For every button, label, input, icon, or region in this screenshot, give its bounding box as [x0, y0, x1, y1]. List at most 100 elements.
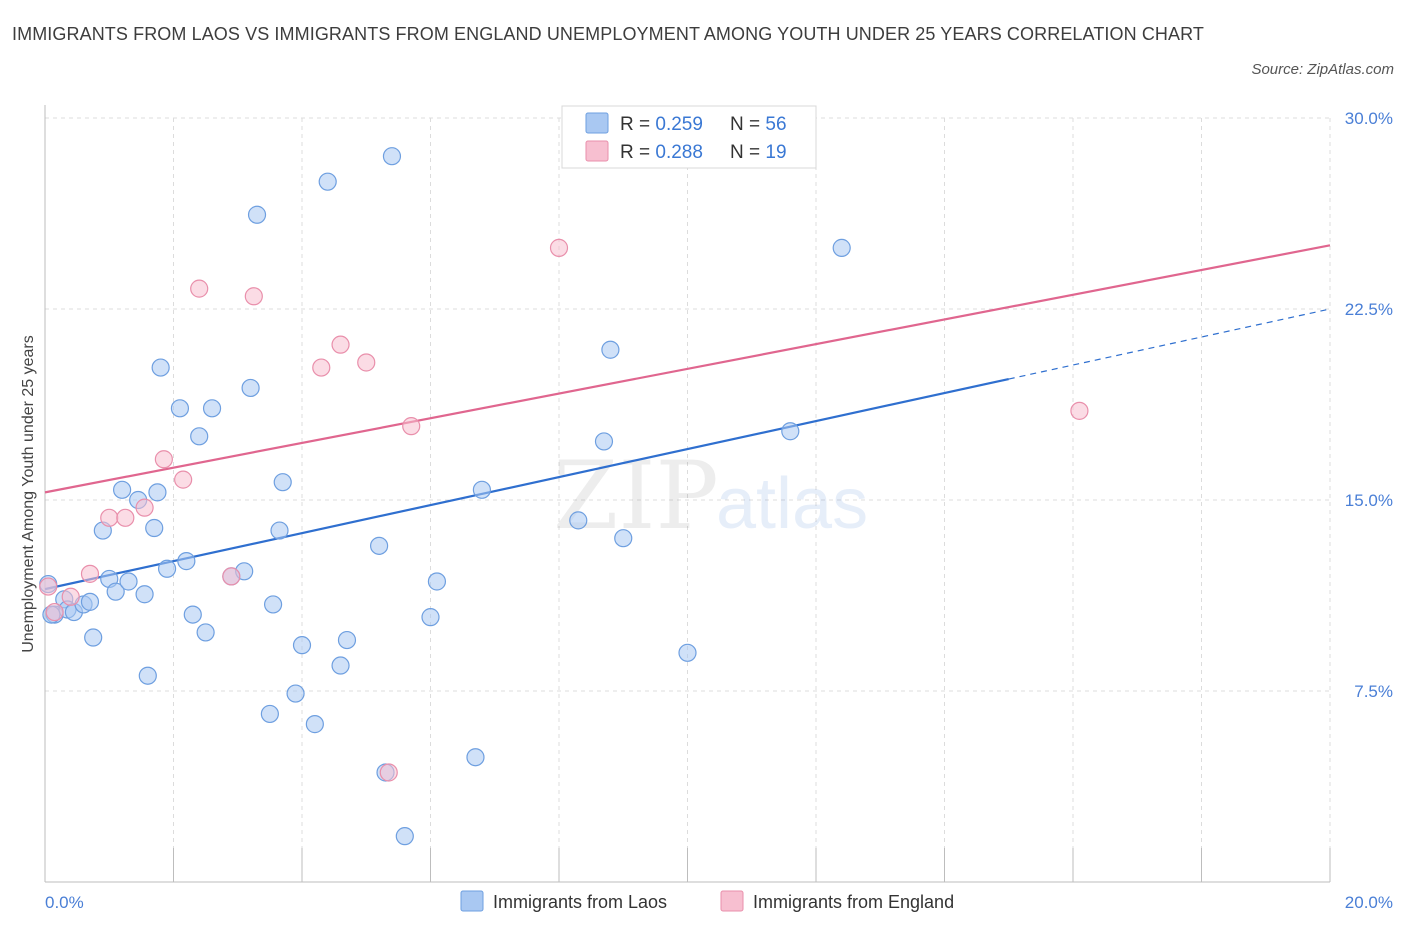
bottom-legend-label-england: Immigrants from England	[753, 892, 954, 912]
data-points	[39, 147, 1089, 846]
bottom-legend: Immigrants from Laos Immigrants from Eng…	[460, 890, 954, 912]
y-tick-label: 22.5%	[1345, 300, 1393, 319]
data-point-laos	[273, 473, 292, 492]
data-point-laos	[119, 572, 138, 591]
tick-labels: 7.5% 15.0% 22.5% 30.0% 0.0% 20.0%	[45, 109, 1393, 912]
data-point-laos	[370, 536, 389, 555]
chart-source: Source: ZipAtlas.com	[1251, 61, 1394, 78]
data-point-laos	[427, 572, 447, 591]
data-point-laos	[80, 592, 100, 611]
data-point-laos	[263, 595, 283, 614]
legend: R = 0.259 N = 56 R = 0.288 N = 19	[561, 105, 817, 169]
data-point-england	[190, 279, 209, 298]
data-point-laos	[594, 432, 614, 451]
data-point-england	[357, 353, 376, 372]
watermark-atlas: atlas	[716, 464, 868, 544]
data-point-england	[244, 287, 263, 306]
data-point-england	[61, 587, 80, 606]
legend-n-label: N =	[730, 142, 765, 163]
legend-n-label: N =	[730, 114, 765, 135]
data-point-laos	[112, 480, 132, 499]
data-point-laos	[286, 684, 305, 703]
svg-text:R = 0.259: R = 0.259	[620, 114, 703, 135]
data-point-laos	[202, 399, 222, 418]
data-point-laos	[781, 422, 800, 441]
data-point-laos	[270, 521, 289, 540]
data-point-laos	[260, 704, 279, 724]
data-point-laos	[135, 585, 154, 604]
data-point-laos	[318, 172, 337, 191]
data-point-laos	[472, 480, 491, 499]
svg-text:N = 56: N = 56	[730, 114, 787, 135]
data-point-laos	[466, 748, 485, 767]
data-point-england	[100, 508, 119, 527]
data-point-laos	[292, 636, 312, 655]
data-point-laos	[190, 427, 209, 446]
data-point-england	[80, 564, 100, 583]
data-point-england	[135, 498, 154, 517]
data-point-england	[331, 335, 350, 354]
data-point-laos	[382, 147, 402, 166]
data-point-england	[312, 358, 331, 377]
data-point-england	[379, 763, 398, 782]
data-point-laos	[832, 238, 851, 257]
trend-lines	[44, 244, 1331, 591]
data-point-england	[402, 417, 421, 436]
data-point-laos	[151, 358, 170, 377]
data-point-laos	[305, 715, 324, 734]
svg-text:R = 0.288: R = 0.288	[620, 142, 703, 163]
watermark: ZIP atlas	[553, 442, 868, 551]
data-point-england	[116, 508, 135, 527]
data-point-laos	[241, 378, 260, 398]
trend-line-england	[44, 244, 1331, 494]
y-tick-label: 7.5%	[1354, 682, 1393, 701]
data-point-laos	[183, 605, 202, 624]
data-point-laos	[196, 623, 215, 642]
bottom-legend-swatch-england	[720, 890, 744, 912]
data-point-england	[39, 577, 58, 596]
data-point-laos	[170, 399, 190, 418]
bottom-legend-swatch-laos	[460, 890, 484, 912]
data-point-laos	[145, 518, 164, 538]
legend-row-england: R = 0.288 N = 19	[585, 140, 787, 163]
x-tick-label: 20.0%	[1345, 893, 1393, 912]
data-point-laos	[395, 827, 414, 846]
trend-line-laos	[44, 377, 1009, 591]
data-point-laos	[569, 511, 588, 530]
data-point-england	[154, 450, 173, 469]
legend-swatch-laos	[585, 112, 609, 134]
x-tick-label: 0.0%	[45, 893, 84, 912]
data-point-england	[1070, 401, 1089, 420]
legend-n-value: 19	[765, 142, 786, 163]
data-point-laos	[177, 552, 196, 571]
data-point-england	[222, 567, 241, 586]
data-point-laos	[601, 340, 620, 359]
data-point-laos	[421, 608, 440, 627]
data-point-laos	[678, 643, 697, 662]
legend-n-value: 56	[765, 114, 786, 135]
legend-r-label: R =	[620, 142, 655, 163]
data-point-laos	[138, 666, 157, 685]
legend-r-value: 0.259	[655, 114, 703, 135]
data-point-england	[549, 238, 569, 257]
data-point-laos	[247, 205, 267, 224]
y-tick-label: 15.0%	[1345, 491, 1393, 510]
bottom-legend-label-laos: Immigrants from Laos	[493, 892, 667, 912]
data-point-england	[45, 602, 64, 622]
data-point-laos	[337, 630, 357, 650]
data-point-laos	[148, 483, 167, 502]
data-point-laos	[157, 559, 177, 578]
data-point-england	[174, 470, 193, 489]
data-point-laos	[331, 656, 350, 675]
watermark-zip: ZIP	[553, 442, 719, 551]
legend-swatch-england	[585, 140, 609, 162]
data-point-laos	[106, 582, 125, 601]
axes	[44, 105, 1331, 883]
legend-row-laos: R = 0.259 N = 56	[585, 112, 787, 135]
data-point-laos	[84, 628, 103, 647]
legend-r-label: R =	[620, 114, 655, 135]
data-point-laos	[614, 529, 633, 548]
chart-title: IMMIGRANTS FROM LAOS VS IMMIGRANTS FROM …	[12, 24, 1204, 44]
svg-text:N = 19: N = 19	[730, 142, 787, 163]
